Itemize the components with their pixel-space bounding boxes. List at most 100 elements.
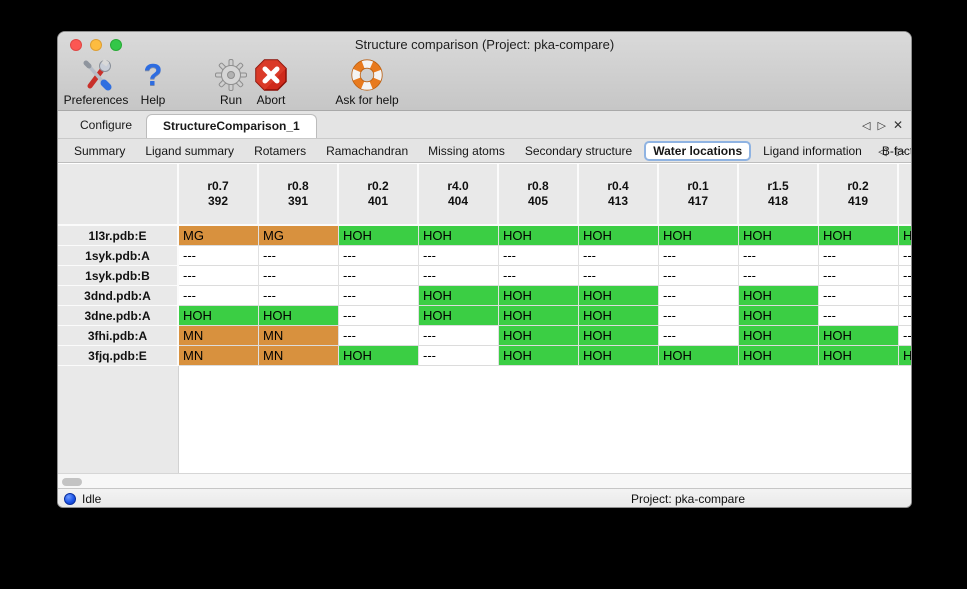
- column-header[interactable]: r1.5 418: [739, 164, 819, 226]
- table-cell[interactable]: ---: [499, 266, 579, 286]
- row-label[interactable]: 3fhi.pdb:A: [58, 326, 179, 346]
- subtab-b-factors[interactable]: B-factors: [881, 143, 911, 158]
- table-cell[interactable]: HOH: [579, 226, 659, 246]
- table-cell[interactable]: ---: [659, 246, 739, 266]
- table-cell[interactable]: HOH: [419, 306, 499, 326]
- table-cell[interactable]: HOH: [739, 226, 819, 246]
- table-cell[interactable]: ---: [339, 266, 419, 286]
- table-cell[interactable]: ---: [899, 286, 911, 306]
- column-header[interactable]: r0.8 405: [499, 164, 579, 226]
- row-label[interactable]: 1syk.pdb:A: [58, 246, 179, 266]
- subtab-missing-atoms[interactable]: Missing atoms: [428, 143, 505, 158]
- subtab-ligand-summary[interactable]: Ligand summary: [145, 143, 235, 158]
- table-cell[interactable]: HOH: [499, 346, 579, 366]
- table-cell[interactable]: ---: [899, 246, 911, 266]
- table-cell[interactable]: ---: [819, 246, 899, 266]
- table-cell[interactable]: HOH: [899, 226, 911, 246]
- table-cell[interactable]: ---: [179, 246, 259, 266]
- table-cell[interactable]: ---: [499, 246, 579, 266]
- tab-configure[interactable]: Configure: [80, 118, 133, 132]
- table-cell[interactable]: MN: [259, 346, 339, 366]
- table-cell[interactable]: ---: [179, 266, 259, 286]
- table-cell[interactable]: ---: [579, 246, 659, 266]
- table-cell[interactable]: HOH: [419, 286, 499, 306]
- scroll-subtabs-right-icon[interactable]: ▷: [896, 144, 905, 158]
- table-cell[interactable]: HOH: [499, 286, 579, 306]
- table-cell[interactable]: ---: [419, 326, 499, 346]
- table-cell[interactable]: MN: [259, 326, 339, 346]
- table-cell[interactable]: ---: [659, 266, 739, 286]
- table-cell[interactable]: ---: [339, 326, 419, 346]
- table-cell[interactable]: HOH: [339, 346, 419, 366]
- subtab-secondary-structure[interactable]: Secondary structure: [524, 143, 633, 158]
- scroll-tabs-left-icon[interactable]: ◁: [862, 118, 871, 132]
- table-cell[interactable]: HOH: [339, 226, 419, 246]
- subtab-water-locations[interactable]: Water locations: [644, 140, 752, 161]
- table-cell[interactable]: HOH: [579, 326, 659, 346]
- table-cell[interactable]: HOH: [579, 286, 659, 306]
- table-cell[interactable]: HOH: [179, 306, 259, 326]
- table-cell[interactable]: ---: [819, 286, 899, 306]
- table-cell[interactable]: HOH: [579, 346, 659, 366]
- zoom-window-button[interactable]: [110, 39, 122, 51]
- horizontal-scrollbar[interactable]: [58, 473, 911, 488]
- table-cell[interactable]: ---: [819, 306, 899, 326]
- horizontal-scrollbar-thumb[interactable]: [62, 478, 82, 486]
- table-cell[interactable]: ---: [739, 246, 819, 266]
- column-header[interactable]: r0.2 401: [339, 164, 419, 226]
- table-cell[interactable]: HOH: [819, 346, 899, 366]
- subtab-summary[interactable]: Summary: [74, 143, 126, 158]
- preferences-button[interactable]: Preferences: [58, 58, 136, 107]
- column-header[interactable]: r0.8 391: [259, 164, 339, 226]
- minimize-window-button[interactable]: [90, 39, 102, 51]
- table-cell[interactable]: ---: [899, 266, 911, 286]
- row-label[interactable]: 3dnd.pdb:A: [58, 286, 179, 306]
- table-cell[interactable]: ---: [259, 246, 339, 266]
- table-cell[interactable]: HOH: [499, 306, 579, 326]
- table-cell[interactable]: MN: [179, 326, 259, 346]
- table-cell[interactable]: ---: [419, 346, 499, 366]
- table-cell[interactable]: MG: [259, 226, 339, 246]
- column-header[interactable]: r0.2 419: [819, 164, 899, 226]
- column-header[interactable]: [899, 164, 911, 226]
- scroll-subtabs-left-icon[interactable]: ◁: [878, 144, 887, 158]
- table-cell[interactable]: ---: [339, 306, 419, 326]
- close-tab-icon[interactable]: ✕: [892, 118, 903, 132]
- column-header[interactable]: r4.0 404: [419, 164, 499, 226]
- table-cell[interactable]: ---: [819, 266, 899, 286]
- table-cell[interactable]: HOH: [739, 346, 819, 366]
- table-cell[interactable]: ---: [419, 246, 499, 266]
- table-cell[interactable]: ---: [659, 326, 739, 346]
- help-button[interactable]: ? Help: [113, 58, 193, 107]
- table-cell[interactable]: ---: [339, 286, 419, 306]
- table-cell[interactable]: HOH: [739, 326, 819, 346]
- table-cell[interactable]: HOH: [579, 306, 659, 326]
- column-header[interactable]: r0.1 417: [659, 164, 739, 226]
- table-cell[interactable]: ---: [259, 266, 339, 286]
- column-header[interactable]: r0.4 413: [579, 164, 659, 226]
- table-cell[interactable]: ---: [659, 286, 739, 306]
- table-cell[interactable]: HOH: [739, 286, 819, 306]
- table-cell[interactable]: MN: [179, 346, 259, 366]
- table-cell[interactable]: ---: [339, 246, 419, 266]
- table-cell[interactable]: ---: [899, 326, 911, 346]
- table-cell[interactable]: ---: [739, 266, 819, 286]
- table-cell[interactable]: HOH: [819, 326, 899, 346]
- row-label[interactable]: 3dne.pdb:A: [58, 306, 179, 326]
- run-button[interactable]: Run: [191, 58, 271, 107]
- abort-button[interactable]: Abort: [231, 58, 311, 107]
- scroll-tabs-right-icon[interactable]: ▷: [877, 118, 886, 132]
- table-cell[interactable]: ---: [259, 286, 339, 306]
- subtab-ligand-information[interactable]: Ligand information: [763, 143, 862, 158]
- table-cell[interactable]: HOH: [739, 306, 819, 326]
- table-cell[interactable]: HOH: [259, 306, 339, 326]
- table-cell[interactable]: ---: [179, 286, 259, 306]
- table-cell[interactable]: ---: [899, 306, 911, 326]
- row-label[interactable]: 1syk.pdb:B: [58, 266, 179, 286]
- table-cell[interactable]: ---: [659, 306, 739, 326]
- table-cell[interactable]: MG: [179, 226, 259, 246]
- subtab-rotamers[interactable]: Rotamers: [254, 143, 307, 158]
- table-cell[interactable]: HOH: [499, 326, 579, 346]
- table-cell[interactable]: HOH: [899, 346, 911, 366]
- column-header[interactable]: r0.7 392: [179, 164, 259, 226]
